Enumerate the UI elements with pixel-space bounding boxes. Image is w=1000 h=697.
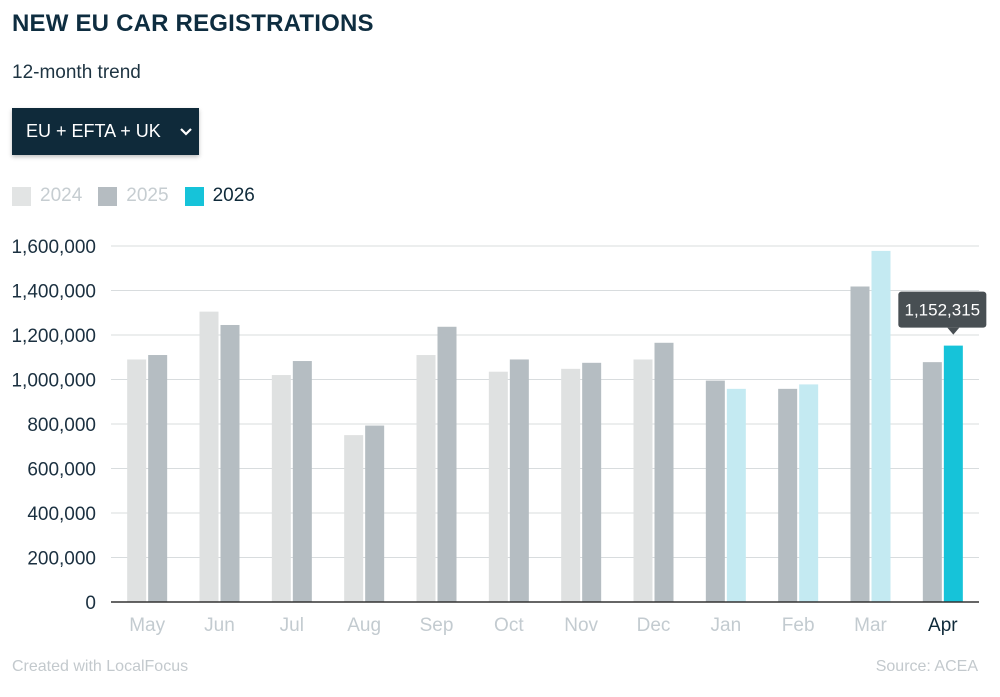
legend-item-2026[interactable]: 2026 bbox=[184, 185, 255, 207]
legend-swatch-2025 bbox=[98, 186, 118, 206]
y-tick-label: 0 bbox=[85, 593, 96, 614]
bar-jun-2024 bbox=[199, 311, 219, 602]
legend-label-2026: 2026 bbox=[212, 185, 255, 206]
x-tick-label: Feb bbox=[782, 615, 815, 636]
x-tick-label: May bbox=[129, 615, 165, 636]
bar-oct-2025 bbox=[509, 359, 529, 602]
tooltip-pointer bbox=[947, 327, 960, 335]
legend-swatch-2026 bbox=[184, 186, 204, 206]
y-tick-label: 400,000 bbox=[27, 504, 96, 525]
y-tick-label: 1,000,000 bbox=[11, 371, 96, 392]
bar-may-2025 bbox=[148, 355, 168, 602]
bar-aug-2024 bbox=[344, 435, 364, 602]
bar-oct-2024 bbox=[488, 371, 508, 602]
x-tick-label: Jul bbox=[280, 615, 304, 636]
bar-may-2024 bbox=[127, 359, 147, 602]
bar-jul-2024 bbox=[271, 375, 291, 602]
y-tick-label: 1,600,000 bbox=[11, 237, 96, 258]
region-dropdown[interactable]: EU + EFTA + UK bbox=[12, 108, 199, 155]
bar-jun-2025 bbox=[220, 324, 240, 602]
x-tick-label: Jan bbox=[711, 615, 742, 636]
bar-feb-2025 bbox=[778, 388, 798, 602]
tooltip-box bbox=[898, 291, 987, 328]
x-tick-label: Sep bbox=[420, 615, 454, 636]
bar-mar-2026 bbox=[871, 250, 891, 602]
x-tick-label: Mar bbox=[854, 615, 887, 636]
bar-jul-2025 bbox=[292, 361, 312, 602]
region-dropdown-label: EU + EFTA + UK bbox=[26, 121, 161, 141]
x-tick-label: Nov bbox=[564, 615, 598, 636]
x-tick-label: Apr bbox=[928, 615, 958, 636]
y-tick-label: 600,000 bbox=[27, 460, 96, 481]
bar-dec-2025 bbox=[654, 342, 674, 602]
legend-item-2025[interactable]: 2025 bbox=[98, 185, 169, 207]
x-tick-label: Dec bbox=[637, 615, 671, 636]
bar-apr-2026 bbox=[943, 345, 963, 602]
y-tick-label: 800,000 bbox=[27, 415, 96, 436]
legend-swatch-2024 bbox=[12, 186, 31, 206]
chart-title: NEW EU CAR REGISTRATIONS bbox=[12, 10, 374, 37]
legend-label-2025: 2025 bbox=[126, 185, 169, 206]
footer-source: Source: ACEA bbox=[875, 658, 978, 675]
bar-aug-2025 bbox=[365, 425, 385, 602]
y-tick-label: 200,000 bbox=[27, 549, 96, 570]
chevron-down-icon bbox=[179, 127, 193, 137]
legend-label-2024: 2024 bbox=[40, 185, 83, 206]
bar-sep-2025 bbox=[437, 326, 457, 602]
bar-apr-2025 bbox=[922, 362, 942, 602]
bar-nov-2025 bbox=[582, 362, 602, 602]
x-tick-label: Oct bbox=[494, 615, 524, 636]
bar-nov-2024 bbox=[561, 368, 581, 602]
bar-sep-2024 bbox=[416, 355, 436, 602]
x-tick-label: Aug bbox=[347, 615, 381, 636]
bar-feb-2026 bbox=[799, 384, 819, 602]
bar-jan-2026 bbox=[726, 388, 746, 602]
bar-chart: 0 200,000 400,000 600,000 800,000 1,000,000 1,… bbox=[11, 237, 987, 636]
tooltip-value: 1,152,315 bbox=[905, 301, 981, 320]
y-tick-label: 1,400,000 bbox=[11, 282, 96, 303]
bar-jan-2025 bbox=[705, 380, 725, 602]
y-tick-label: 1,200,000 bbox=[11, 326, 96, 347]
footer-credit: Created with LocalFocus bbox=[12, 658, 189, 675]
legend-item-2024[interactable]: 2024 bbox=[12, 185, 82, 207]
bar-dec-2024 bbox=[633, 359, 653, 602]
x-tick-label: Jun bbox=[204, 615, 235, 636]
chart-subtitle: 12-month trend bbox=[12, 62, 141, 83]
legend: 2024 2025 2026 bbox=[12, 185, 271, 207]
bar-mar-2025 bbox=[850, 286, 870, 602]
